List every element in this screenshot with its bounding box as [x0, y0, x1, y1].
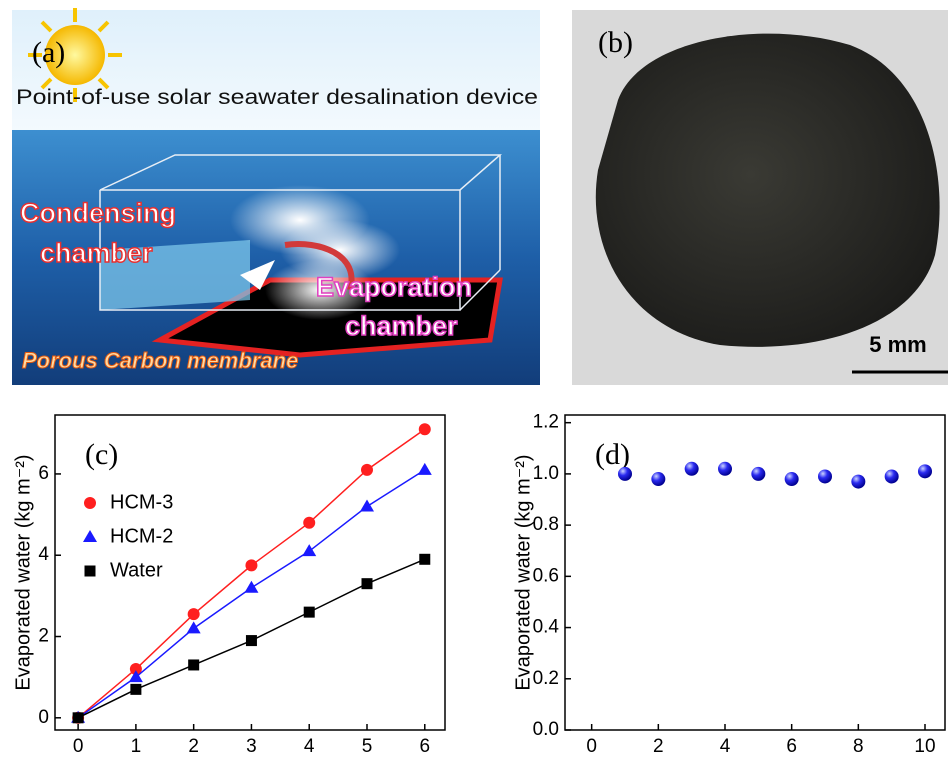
panel-label: (d) — [595, 438, 630, 471]
y-tick-label: 1.0 — [533, 463, 559, 484]
marker — [244, 581, 258, 593]
y-tick-label: 4 — [38, 544, 49, 565]
marker — [303, 517, 315, 529]
condensing-label: Condensing — [20, 198, 176, 228]
marker — [84, 497, 96, 509]
membrane-label: Porous Carbon membrane — [22, 348, 298, 373]
marker — [130, 684, 141, 695]
panel-label: (c) — [85, 438, 118, 471]
x-tick-label: 3 — [246, 736, 257, 757]
x-tick-label: 1 — [131, 736, 142, 757]
legend-label: Water — [110, 559, 163, 581]
marker — [304, 607, 315, 618]
marker — [785, 472, 799, 486]
y-tick-label: 0 — [38, 707, 49, 728]
y-tick-label: 0.2 — [533, 668, 559, 689]
x-tick-label: 0 — [586, 736, 597, 757]
marker — [818, 469, 832, 483]
x-tick-label: 2 — [653, 736, 664, 757]
panel-label: (b) — [598, 26, 633, 59]
panel-label: (a) — [32, 36, 65, 69]
carbon-membrane-photo — [596, 34, 940, 347]
legend-label: HCM-2 — [110, 525, 173, 547]
x-tick-label: 10 — [914, 736, 935, 757]
page: (a) Point-of-use solar seawater desalina… — [0, 0, 948, 758]
scale-bar-label: 5 mm — [869, 332, 926, 357]
y-tick-label: 0.8 — [533, 514, 559, 535]
x-tick-label: 6 — [786, 736, 797, 757]
y-tick-label: 0.0 — [533, 719, 559, 740]
marker — [918, 464, 932, 478]
y-tick-label: 2 — [38, 626, 49, 647]
marker — [362, 578, 373, 589]
condensing-label: chamber — [40, 238, 153, 268]
y-tick-label: 6 — [38, 463, 49, 484]
marker — [73, 712, 84, 723]
marker — [302, 544, 316, 556]
x-tick-label: 5 — [362, 736, 373, 757]
y-tick-label: 0.6 — [533, 565, 559, 586]
y-axis-label: Evaporated water (kg m⁻²) — [512, 454, 534, 690]
x-tick-label: 2 — [188, 736, 199, 757]
marker — [618, 467, 632, 481]
marker — [83, 530, 97, 542]
evaporation-label: Evaporation — [316, 272, 472, 302]
panel-b: (b) 5 mm — [572, 10, 948, 385]
marker — [188, 659, 199, 670]
marker — [419, 423, 431, 435]
panel-title: Point-of-use solar seawater desalination… — [16, 86, 538, 109]
marker — [360, 499, 374, 511]
x-tick-label: 6 — [419, 736, 430, 757]
marker — [885, 469, 899, 483]
marker — [188, 608, 200, 620]
y-tick-label: 1.2 — [533, 412, 559, 433]
marker — [187, 621, 201, 633]
marker — [85, 566, 96, 577]
marker — [718, 462, 732, 476]
x-tick-label: 4 — [720, 736, 731, 757]
marker — [418, 463, 432, 475]
marker — [651, 472, 665, 486]
marker — [245, 559, 257, 571]
y-tick-label: 0.4 — [533, 617, 560, 638]
panel-a: (a) Point-of-use solar seawater desalina… — [12, 8, 540, 385]
evaporation-label: chamber — [345, 311, 458, 341]
y-axis-label: Evaporated water (kg m⁻²) — [12, 454, 34, 690]
marker — [751, 467, 765, 481]
x-tick-label: 0 — [73, 736, 84, 757]
figure: (a) Point-of-use solar seawater desalina… — [0, 0, 948, 758]
legend-label: HCM-3 — [110, 491, 173, 513]
marker — [419, 554, 430, 565]
x-tick-label: 4 — [304, 736, 315, 757]
marker — [685, 462, 699, 476]
x-tick-label: 8 — [853, 736, 864, 757]
marker — [361, 464, 373, 476]
marker — [851, 475, 865, 489]
marker — [246, 635, 257, 646]
